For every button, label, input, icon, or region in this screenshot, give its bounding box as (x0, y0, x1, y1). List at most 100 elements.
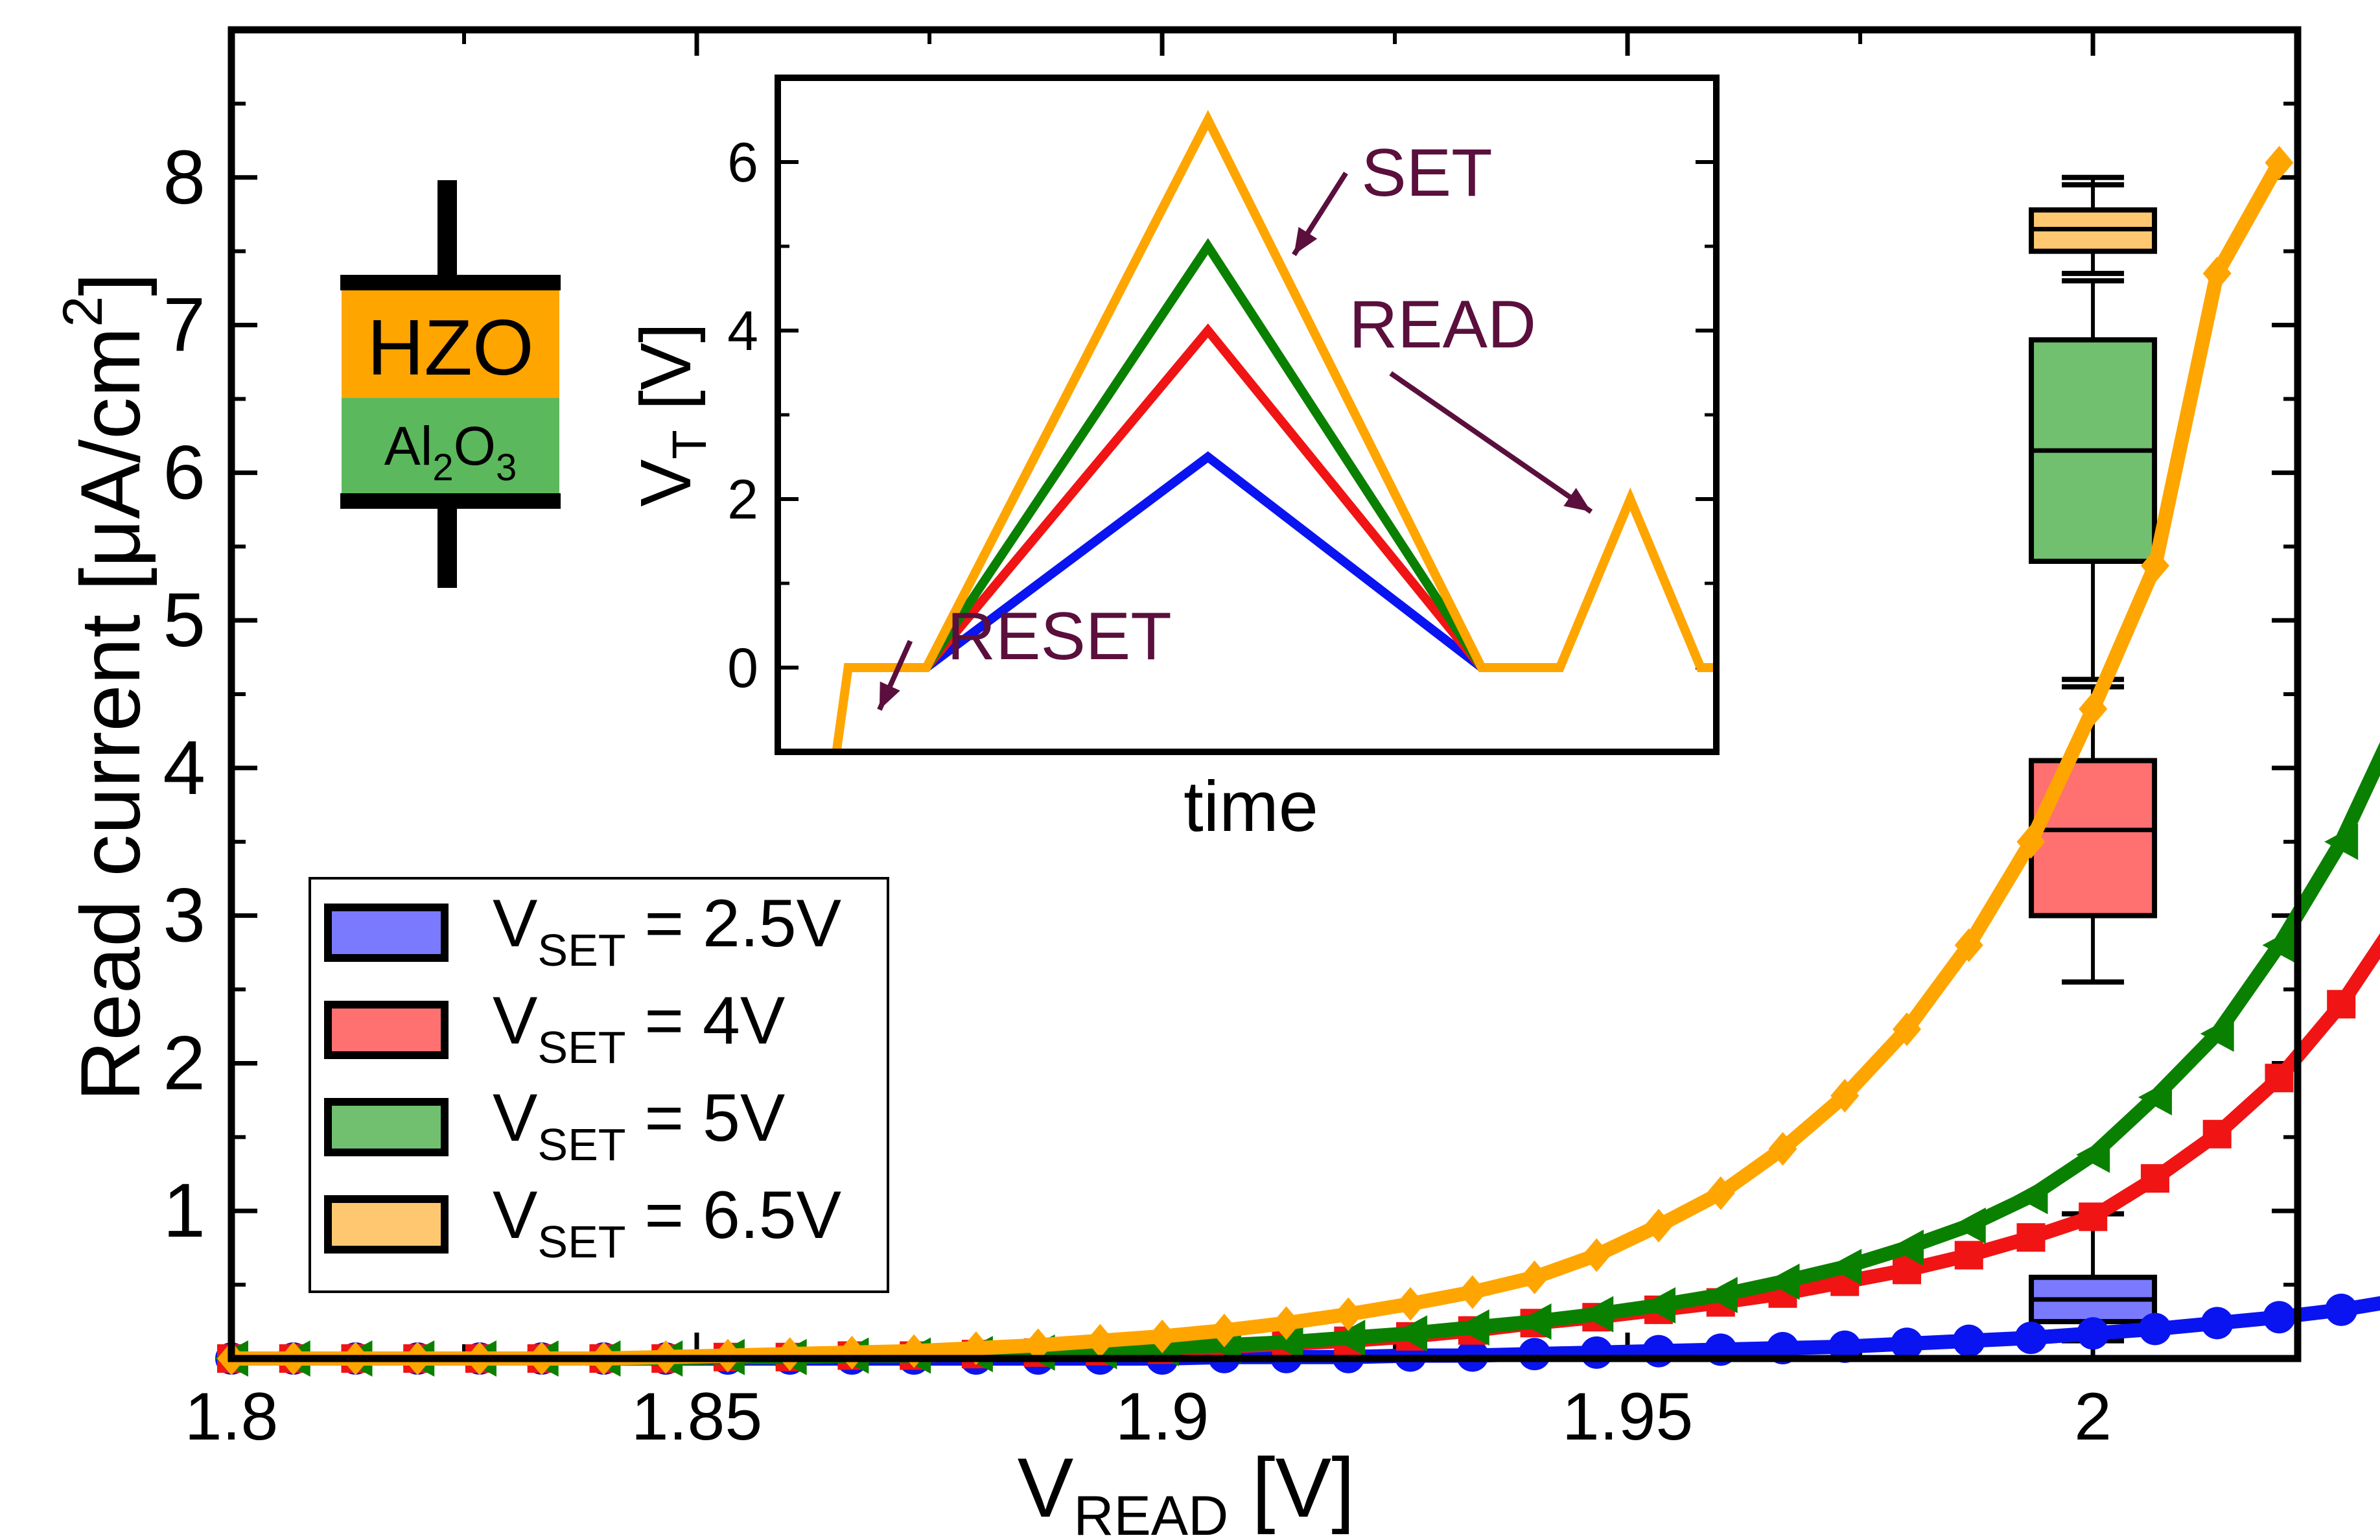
data-point (1830, 1079, 1860, 1113)
box-iqr (2029, 758, 2158, 918)
box-plot (2029, 174, 2158, 276)
y-tick-label: 8 (163, 135, 205, 220)
data-point (2327, 990, 2356, 1019)
legend-label-rest: = 5V (626, 1080, 786, 1156)
x-tick-label: 1.8 (185, 1379, 279, 1454)
data-point (2138, 1079, 2172, 1115)
legend-entry: VSET = 5V (324, 1080, 785, 1170)
legend-label-rest: = 6.5V (626, 1178, 841, 1253)
x-tick-label: 1.95 (1562, 1379, 1693, 1454)
inset-series-line (924, 451, 1485, 671)
legend-label: VSET = 6.5V (493, 1178, 841, 1267)
data-point (1828, 1248, 1862, 1285)
legend-label-sub: SET (537, 1022, 625, 1073)
data-point (2077, 1317, 2110, 1350)
x-tick-label: 1.85 (631, 1379, 762, 1454)
data-point (1517, 1303, 1552, 1340)
data-point (775, 1337, 804, 1371)
legend-label-sub: SET (537, 925, 625, 975)
data-point (1642, 1287, 1676, 1324)
data-point (2138, 1312, 2171, 1346)
data-point (2076, 1136, 2110, 1173)
inset-series-line (922, 238, 1486, 670)
data-point (1455, 1309, 1489, 1346)
data-point (1828, 1330, 1861, 1363)
inset-series-line (922, 323, 1486, 671)
al2o3-label: Al2O3 (384, 415, 517, 489)
x-tick-label: 2 (2074, 1379, 2112, 1454)
data-point (1889, 1230, 1924, 1266)
inset-annotations: SET READ RESET (877, 135, 1593, 711)
data-point (2079, 1202, 2108, 1231)
data-point (2202, 1119, 2232, 1149)
data-point (1768, 1132, 1797, 1166)
legend-swatch (324, 1001, 449, 1059)
legend-label-main: V (493, 886, 537, 961)
legend-label-sub: SET (537, 1119, 625, 1170)
inset-background (778, 78, 1716, 752)
inset-y-tick-label: 6 (727, 132, 758, 194)
data-point (1954, 1241, 1983, 1270)
data-point (1458, 1275, 1487, 1309)
data-point (2016, 1223, 2046, 1252)
data-point (1766, 1263, 1800, 1300)
legend-label: VSET = 4V (493, 983, 785, 1073)
inset-x-axis-label: time (1184, 767, 1318, 846)
data-point (2140, 1164, 2169, 1193)
data-point (2200, 1015, 2234, 1052)
data-point (2016, 824, 2046, 859)
inset-tick-labels: 0 2 4 6 (727, 132, 758, 699)
legend-swatch (324, 904, 449, 962)
inset-annotation-arrowhead (879, 681, 900, 710)
inset-chart: 0 2 4 6 SET READ RESET time VT [V] (626, 75, 1720, 846)
hzo-layer (342, 290, 559, 398)
data-point (1706, 1176, 1735, 1210)
inset-series-line (832, 110, 1716, 752)
data-point (1331, 1320, 1366, 1357)
legend-entry: VSET = 6.5V (324, 1178, 841, 1267)
data-point (1703, 1277, 1738, 1314)
legend-label-sub: SET (537, 1217, 625, 1267)
data-point (2079, 692, 2108, 726)
inset-plot-frame (775, 75, 1720, 755)
data-point (2263, 1301, 2296, 1334)
main-x-axis-label: VREAD [V] (1018, 1440, 1355, 1540)
hzo-label: HZO (367, 303, 534, 391)
data-point (1890, 1327, 1923, 1360)
inset-annotation-arrow (1389, 371, 1593, 514)
y-tick-label: 6 (163, 430, 205, 515)
legend-label-main: V (493, 1178, 537, 1253)
main-chart: 1 2 3 4 5 6 7 8 1.8 1.85 1.9 1.95 2 VREAD [V] Read c… (52, 26, 2380, 1540)
data-point (1148, 1319, 1177, 1353)
data-point (1642, 1335, 1675, 1368)
y-tick-label: 2 (163, 1020, 205, 1106)
data-point (1396, 1287, 1425, 1321)
inset-annotation-arrowhead (1294, 227, 1318, 255)
legend-entry: VSET = 4V (324, 983, 785, 1073)
inset-series (832, 110, 1716, 752)
data-point (1394, 1315, 1428, 1352)
inset-annotation-label: SET (1361, 135, 1492, 211)
x-tick-label: 1.9 (1115, 1379, 1209, 1454)
inset-y-tick-label: 0 (727, 637, 758, 699)
legend-entry: VSET = 2.5V (324, 886, 841, 975)
legend-label-main: V (493, 983, 537, 1058)
device-schematic: HZO Al2O3 (340, 180, 561, 588)
legend-swatch (324, 1195, 449, 1254)
inset-annotation-label: RESET (947, 599, 1172, 674)
data-point (2140, 548, 2169, 583)
box-plot (2029, 278, 2158, 682)
legend-label: VSET = 5V (493, 1080, 785, 1170)
legend-label-rest: = 2.5V (626, 886, 841, 961)
data-point (1892, 1012, 1921, 1047)
main-tick-labels: 1 2 3 4 5 6 7 8 1.8 1.85 1.9 1.95 2 (163, 135, 2112, 1454)
y-tick-label: 1 (163, 1168, 205, 1254)
data-point (2265, 146, 2294, 180)
y-tick-label: 4 (163, 725, 205, 811)
data-point (1582, 1238, 1611, 1272)
data-point (2265, 1064, 2294, 1093)
data-point (1952, 1208, 1986, 1244)
data-point (2014, 1178, 2048, 1215)
